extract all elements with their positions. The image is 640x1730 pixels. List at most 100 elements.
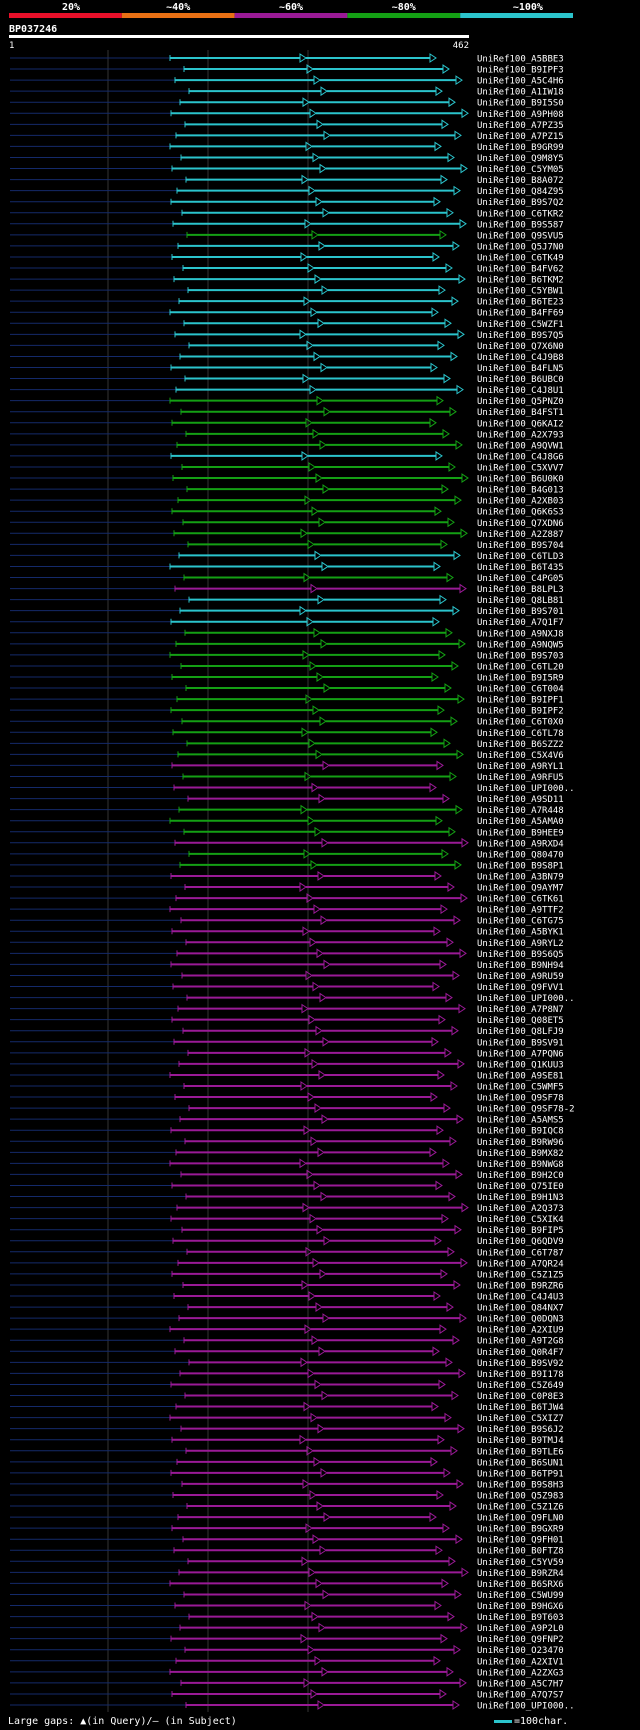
- legend-swatch: [9, 13, 122, 18]
- hit-label: UniRef100_A7PZ15: [477, 132, 564, 142]
- segment-arrow: [449, 1501, 457, 1511]
- hit-label: UniRef100_B9S704: [477, 541, 564, 551]
- hit-label: UniRef100_Q9FVV1: [477, 983, 564, 993]
- hit-label: UniRef100_B4FST1: [477, 408, 564, 418]
- segment-arrow: [439, 1689, 447, 1699]
- segment-arrow: [308, 1567, 316, 1578]
- hit-label: UniRef100_UPI000..: [477, 784, 575, 794]
- segment-arrow: [322, 760, 330, 771]
- hit-label: UniRef100_B0FTZ8: [477, 1547, 564, 1557]
- segment-arrow: [308, 185, 316, 196]
- hit-label: UniRef100_Q0DQN3: [477, 1315, 564, 1325]
- segment-arrow: [320, 1467, 328, 1478]
- segment-arrow: [440, 1633, 448, 1644]
- segment-arrow: [303, 572, 311, 583]
- hit-label: UniRef100_B9MX82: [477, 1149, 564, 1159]
- segment-arrow: [452, 240, 460, 251]
- hit-label: UniRef100_Q84NX7: [477, 1304, 564, 1314]
- hit-label: UniRef100_Q9SVU5: [477, 231, 564, 241]
- segment-arrow: [308, 738, 316, 749]
- legend-label: 20%: [62, 2, 80, 13]
- hit-label: UniRef100_C6T0X0: [477, 718, 564, 728]
- segment-arrow: [312, 1534, 320, 1545]
- hit-label: UniRef100_Q0R4F7: [477, 1348, 564, 1358]
- hit-label: UniRef100_A2XB03: [477, 497, 564, 507]
- hit-label: UniRef100_B6TKM2: [477, 276, 564, 286]
- legend-label: ~60%: [279, 2, 303, 13]
- segment-arrow: [310, 1689, 318, 1699]
- hit-label: UniRef100_B6SZZ2: [477, 740, 564, 750]
- segment-arrow: [303, 848, 311, 859]
- segment-arrow: [433, 196, 441, 207]
- hit-label: UniRef100_B9H1N3: [477, 1193, 564, 1203]
- segment-arrow: [456, 749, 464, 760]
- segment-arrow: [318, 1070, 326, 1080]
- segment-arrow: [315, 196, 323, 207]
- segment-arrow: [442, 793, 450, 804]
- segment-arrow: [312, 705, 320, 716]
- segment-arrow: [321, 1666, 329, 1677]
- hit-label: UniRef100_Q9FLN0: [477, 1514, 564, 1524]
- hit-label: UniRef100_B9NH94: [477, 961, 564, 971]
- segment-arrow: [320, 915, 328, 926]
- segment-arrow: [435, 1545, 443, 1556]
- segment-arrow: [299, 882, 307, 892]
- segment-arrow: [318, 1346, 326, 1357]
- segment-arrow: [322, 484, 330, 495]
- segment-arrow: [444, 318, 452, 329]
- segment-arrow: [301, 1556, 309, 1567]
- hit-label: UniRef100_C6TLD3: [477, 552, 564, 562]
- segment-arrow: [302, 1478, 310, 1489]
- segment-arrow: [309, 1213, 317, 1224]
- hit-label: UniRef100_C4J4U3: [477, 1293, 564, 1303]
- hit-label: UniRef100_B9TLE6: [477, 1447, 564, 1457]
- segment-arrow: [304, 495, 312, 506]
- segment-arrow: [310, 583, 318, 594]
- legend-label: ~80%: [392, 2, 416, 13]
- segment-arrow: [323, 1235, 331, 1246]
- segment-arrow: [320, 638, 328, 649]
- segment-arrow: [460, 1257, 468, 1268]
- segment-arrow: [309, 937, 317, 948]
- hit-label: UniRef100_A5AMS5: [477, 1116, 564, 1126]
- hit-label: UniRef100_B9GXR9: [477, 1525, 564, 1535]
- segment-arrow: [309, 108, 317, 119]
- hit-label: UniRef100_Q9SF78: [477, 1094, 564, 1104]
- segment-arrow: [440, 1268, 448, 1279]
- segment-arrow: [456, 384, 464, 395]
- segment-arrow: [448, 1556, 456, 1567]
- hit-label: UniRef100_B9I5S0: [477, 99, 564, 109]
- segment-arrow: [313, 351, 321, 362]
- segment-arrow: [451, 296, 459, 307]
- hit-label: UniRef100_Q1KUU3: [477, 1060, 564, 1070]
- segment-arrow: [447, 1246, 455, 1257]
- hit-label: UniRef100_B6UBC0: [477, 375, 564, 385]
- segment-arrow: [320, 86, 328, 97]
- hit-label: UniRef100_A9PH08: [477, 110, 564, 120]
- segment-arrow: [459, 1677, 467, 1688]
- hit-label: UniRef100_A5BYK1: [477, 928, 564, 938]
- segment-arrow: [321, 1390, 329, 1401]
- segment-arrow: [300, 1357, 308, 1368]
- segment-arrow: [433, 926, 441, 937]
- segment-arrow: [316, 395, 324, 406]
- segment-arrow: [300, 252, 308, 262]
- hit-label: UniRef100_B6U0K0: [477, 475, 564, 485]
- segment-arrow: [430, 727, 438, 738]
- segment-arrow: [305, 970, 313, 981]
- segment-arrow: [443, 373, 451, 384]
- segment-arrow: [319, 716, 327, 727]
- segment-arrow: [303, 1401, 311, 1412]
- segment-arrow: [442, 64, 450, 74]
- hit-label: UniRef100_C4J9B8: [477, 353, 564, 363]
- segment-arrow: [454, 495, 462, 506]
- hit-label: UniRef100_B6TE23: [477, 298, 564, 308]
- segment-arrow: [441, 119, 449, 130]
- segment-arrow: [444, 683, 452, 693]
- segment-arrow: [316, 1501, 324, 1511]
- hit-label: UniRef100_A7QR24: [477, 1259, 564, 1269]
- segment-arrow: [436, 395, 444, 406]
- alignment-rows: UniRef100_A5BBE3UniRef100_B9IPF3UniRef10…: [10, 53, 575, 1712]
- hit-label: UniRef100_B9I178: [477, 1370, 564, 1380]
- hit-label: UniRef100_A9QVW1: [477, 441, 564, 451]
